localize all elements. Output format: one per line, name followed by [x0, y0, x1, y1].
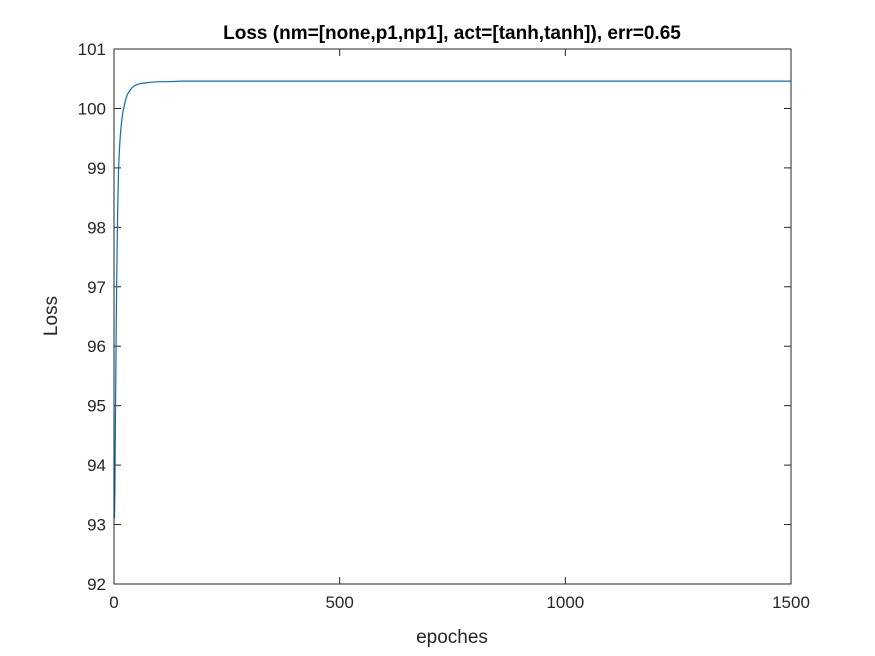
y-tick-label: 94 — [87, 456, 106, 475]
chart-title: Loss (nm=[none,p1,np1], act=[tanh,tanh])… — [223, 23, 681, 44]
y-tick-label: 97 — [87, 278, 106, 297]
y-tick-label: 96 — [87, 337, 106, 356]
x-tick-label: 1000 — [546, 593, 584, 612]
plot-frame — [113, 48, 792, 585]
y-tick-label: 101 — [78, 40, 106, 59]
y-tick-label: 98 — [87, 218, 106, 237]
x-axis-ticks: 0 500 1000 1500 — [109, 49, 810, 612]
y-tick-label: 100 — [78, 99, 106, 118]
x-axis-label: epoches — [416, 627, 488, 648]
series-layer — [113, 80, 791, 519]
loss-series-line — [113, 80, 791, 519]
y-axis-label: Loss — [41, 296, 62, 336]
plot-area — [114, 49, 791, 584]
y-tick-label: 92 — [87, 575, 106, 594]
y-axis-ticks: 92 93 94 95 96 97 98 99 100 101 — [78, 40, 791, 594]
x-tick-label: 1500 — [772, 593, 810, 612]
y-tick-label: 99 — [87, 159, 106, 178]
y-tick-label: 93 — [87, 516, 106, 535]
x-tick-label: 0 — [109, 593, 118, 612]
x-tick-label: 500 — [325, 593, 353, 612]
y-tick-label: 95 — [87, 397, 106, 416]
